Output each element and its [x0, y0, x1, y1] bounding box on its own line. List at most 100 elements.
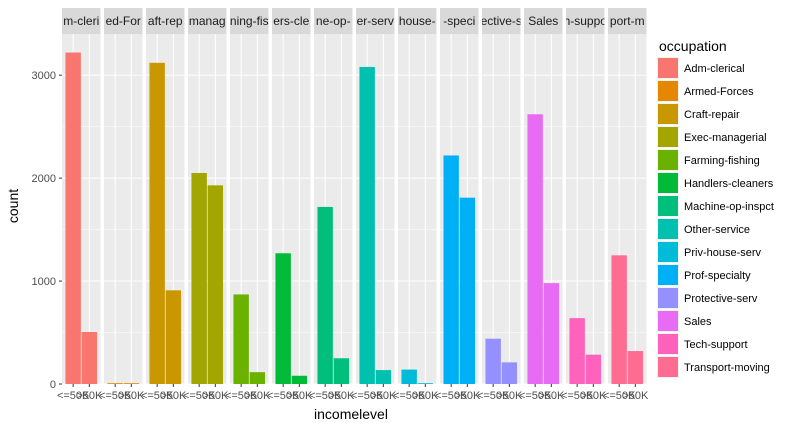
bar — [459, 197, 476, 384]
x-tick-label: >50K — [454, 390, 481, 402]
legend-key — [658, 242, 678, 262]
legend-key — [658, 173, 678, 193]
legend-label: Farming-fishing — [684, 155, 760, 167]
legend-title: occupation — [659, 38, 727, 54]
legend-label: Sales — [684, 316, 712, 328]
x-axis-title: incomelevel — [314, 406, 388, 422]
facet-strip-label: ning-fis — [230, 14, 269, 28]
legend-label: Armed-Forces — [684, 86, 754, 98]
facet-strip-label: ers-cle — [273, 14, 309, 28]
x-tick-label: >50K — [580, 390, 607, 402]
x-tick-label: <=50K — [603, 390, 636, 402]
facet-strip-label: ective-s — [481, 14, 522, 28]
facet-strip-label: h-suppo — [564, 14, 608, 28]
facet-panel: Sales — [524, 8, 563, 385]
y-tick-label: 2000 — [32, 173, 56, 185]
legend-item: Priv-house-serv — [657, 241, 762, 263]
facet-strip — [398, 8, 437, 34]
facet-strip — [314, 8, 353, 34]
x-tick-label: <=50K — [99, 390, 132, 402]
x-tick-label: >50K — [496, 390, 523, 402]
bar — [123, 383, 140, 384]
legend-label: Handlers-cleaners — [684, 178, 774, 190]
legend-item: Other-service — [657, 218, 750, 240]
facet-panel: aft-rep — [146, 8, 185, 385]
bar — [291, 375, 308, 384]
facet-strip-label: -speci — [443, 14, 475, 28]
x-tick-label: <=50K — [57, 390, 90, 402]
panel-background — [398, 34, 437, 384]
bar — [359, 66, 375, 385]
legend-label: Exec-managerial — [684, 132, 767, 144]
bar — [611, 255, 627, 384]
legend-key — [658, 334, 678, 354]
legend-item: Exec-managerial — [657, 126, 767, 148]
facet-strip — [188, 8, 227, 34]
bar — [585, 354, 602, 384]
x-tick-label: <=50K — [309, 390, 342, 402]
legend-item: Craft-repair — [657, 103, 740, 125]
x-tick-label: >50K — [412, 390, 439, 402]
facet-strip — [608, 8, 647, 34]
bar — [65, 52, 81, 384]
legend-key — [658, 265, 678, 285]
x-tick-label: >50K — [286, 390, 313, 402]
facet-strip-label: m-cleri — [63, 14, 99, 28]
x-tick-label: >50K — [202, 390, 229, 402]
x-tick-label: >50K — [622, 390, 649, 402]
x-tick-label: >50K — [76, 390, 103, 402]
legend-label: Adm-clerical — [684, 63, 745, 75]
bar — [543, 283, 560, 384]
facet-strip — [272, 8, 311, 34]
legend-label: Protective-serv — [684, 293, 758, 305]
bar — [527, 114, 543, 384]
legend-label: Machine-op-inspct — [684, 201, 774, 213]
legend-key — [658, 311, 678, 331]
legend-item: Sales — [657, 310, 712, 332]
x-tick-label: <=50K — [561, 390, 594, 402]
legend-key — [658, 357, 678, 377]
legend-item: Transport-moving — [657, 356, 770, 378]
x-tick-label: >50K — [370, 390, 397, 402]
facet-strip-label: ne-op- — [316, 14, 351, 28]
y-axis: 0 1000 2000 3000 — [32, 70, 62, 391]
bar — [485, 338, 501, 384]
x-tick-label: >50K — [244, 390, 271, 402]
facet-panel: m-cleri — [62, 8, 101, 385]
facet-strip — [440, 8, 479, 34]
bar — [501, 362, 518, 384]
bar — [275, 253, 291, 384]
bar — [81, 332, 98, 384]
x-tick-label: <=50K — [351, 390, 384, 402]
legend-key — [658, 196, 678, 216]
facet-strip — [146, 8, 185, 34]
x-tick-label: <=50K — [267, 390, 300, 402]
facet-strip-label: Sales — [528, 14, 558, 28]
facet-strip-label: house- — [399, 14, 436, 28]
facet-panel: ed-For — [104, 8, 143, 385]
bar — [627, 351, 644, 384]
facet-panel: -speci — [440, 8, 479, 385]
legend-label: Tech-support — [684, 339, 748, 351]
bar — [569, 318, 585, 384]
x-tick-label: <=50K — [183, 390, 216, 402]
bar — [207, 185, 224, 384]
x-tick-label: <=50K — [435, 390, 468, 402]
facet-panel: ers-cle — [272, 8, 311, 385]
x-tick-label: <=50K — [225, 390, 258, 402]
bar — [233, 294, 249, 384]
bar — [191, 172, 207, 384]
legend-item: Adm-clerical — [657, 57, 745, 79]
legend-label: Transport-moving — [684, 362, 770, 374]
legend-key — [658, 150, 678, 170]
legend-item: Farming-fishing — [657, 149, 760, 171]
bar — [107, 383, 123, 384]
legend: occupation Adm-clerical Armed-Forces Craft… — [657, 38, 774, 378]
facet-strip — [62, 8, 101, 34]
legend-key — [658, 127, 678, 147]
x-tick-label: <=50K — [141, 390, 174, 402]
facet-panel: port-m — [608, 8, 647, 385]
x-tick-label: >50K — [538, 390, 565, 402]
legend-key — [658, 219, 678, 239]
